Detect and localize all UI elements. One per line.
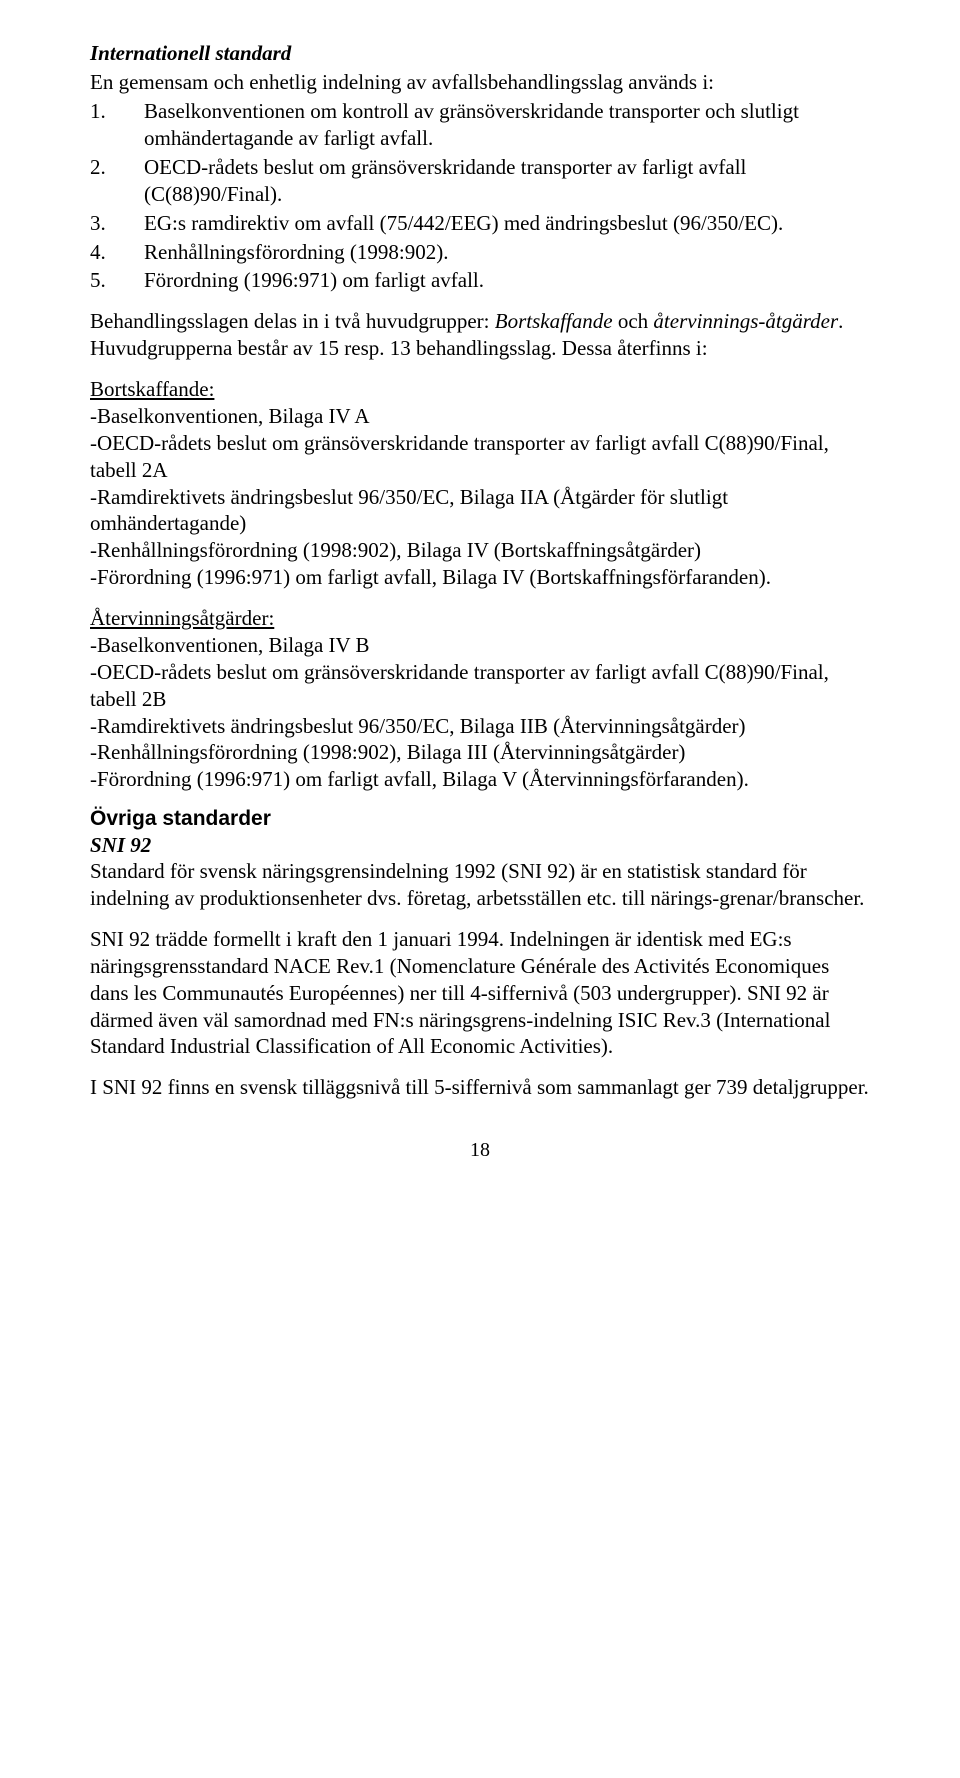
list-item: -Förordning (1996:971) om farligt avfall…: [90, 564, 870, 591]
italic-term: återvinnings-åtgärder: [653, 309, 838, 333]
list-item: 5.Förordning (1996:971) om farligt avfal…: [90, 267, 870, 294]
list-number: 4.: [90, 239, 144, 266]
bortskaffande-list: -Baselkonventionen, Bilaga IV A -OECD-rå…: [90, 403, 870, 591]
list-item: 3.EG:s ramdirektiv om avfall (75/442/EEG…: [90, 210, 870, 237]
page-number: 18: [90, 1139, 870, 1162]
list-item: -Baselkonventionen, Bilaga IV B: [90, 632, 870, 659]
list-text: Förordning (1996:971) om farligt avfall.: [144, 267, 870, 294]
list-item: -Renhållningsförordning (1998:902), Bila…: [90, 537, 870, 564]
list-item: -OECD-rådets beslut om gränsöverskridand…: [90, 659, 870, 713]
heading-international-standard: Internationell standard: [90, 40, 870, 67]
list-item: -Renhållningsförordning (1998:902), Bila…: [90, 739, 870, 766]
list-item: -Ramdirektivets ändringsbeslut 96/350/EC…: [90, 484, 870, 538]
list-number: 3.: [90, 210, 144, 237]
intro-text: En gemensam och enhetlig indelning av av…: [90, 69, 870, 96]
list-number: 5.: [90, 267, 144, 294]
list-item: -OECD-rådets beslut om gränsöverskridand…: [90, 430, 870, 484]
list-number: 1.: [90, 98, 144, 152]
text-fragment: Behandlingsslagen delas in i två huvudgr…: [90, 309, 495, 333]
list-item: 1.Baselkonventionen om kontroll av gräns…: [90, 98, 870, 152]
list-text: OECD-rådets beslut om gränsöverskridande…: [144, 154, 870, 208]
atervinning-label: Återvinningsåtgärder:: [90, 605, 870, 632]
list-item: -Baselkonventionen, Bilaga IV A: [90, 403, 870, 430]
sni-paragraph-2: SNI 92 trädde formellt i kraft den 1 jan…: [90, 926, 870, 1060]
italic-term: Bortskaffande: [495, 309, 613, 333]
ovriga-standarder-heading: Övriga standarder: [90, 807, 870, 831]
list-item: 4.Renhållningsförordning (1998:902).: [90, 239, 870, 266]
list-text: EG:s ramdirektiv om avfall (75/442/EEG) …: [144, 210, 870, 237]
text-fragment: och: [613, 309, 654, 333]
sni92-heading: SNI 92: [90, 833, 870, 858]
list-number: 2.: [90, 154, 144, 208]
list-item: 2.OECD-rådets beslut om gränsöverskridan…: [90, 154, 870, 208]
sni-paragraph-3: I SNI 92 finns en svensk tilläggsnivå ti…: [90, 1074, 870, 1101]
atervinning-list: -Baselkonventionen, Bilaga IV B -OECD-rå…: [90, 632, 870, 793]
bortskaffande-label: Bortskaffande:: [90, 376, 870, 403]
sni-paragraph-1: Standard för svensk näringsgrensindelnin…: [90, 858, 870, 912]
list-text: Baselkonventionen om kontroll av gränsöv…: [144, 98, 870, 152]
behandling-paragraph: Behandlingsslagen delas in i två huvudgr…: [90, 308, 870, 362]
document-page: Internationell standard En gemensam och …: [0, 0, 960, 1212]
list-item: -Förordning (1996:971) om farligt avfall…: [90, 766, 870, 793]
list-text: Renhållningsförordning (1998:902).: [144, 239, 870, 266]
list-item: -Ramdirektivets ändringsbeslut 96/350/EC…: [90, 713, 870, 740]
numbered-list: 1.Baselkonventionen om kontroll av gräns…: [90, 98, 870, 294]
